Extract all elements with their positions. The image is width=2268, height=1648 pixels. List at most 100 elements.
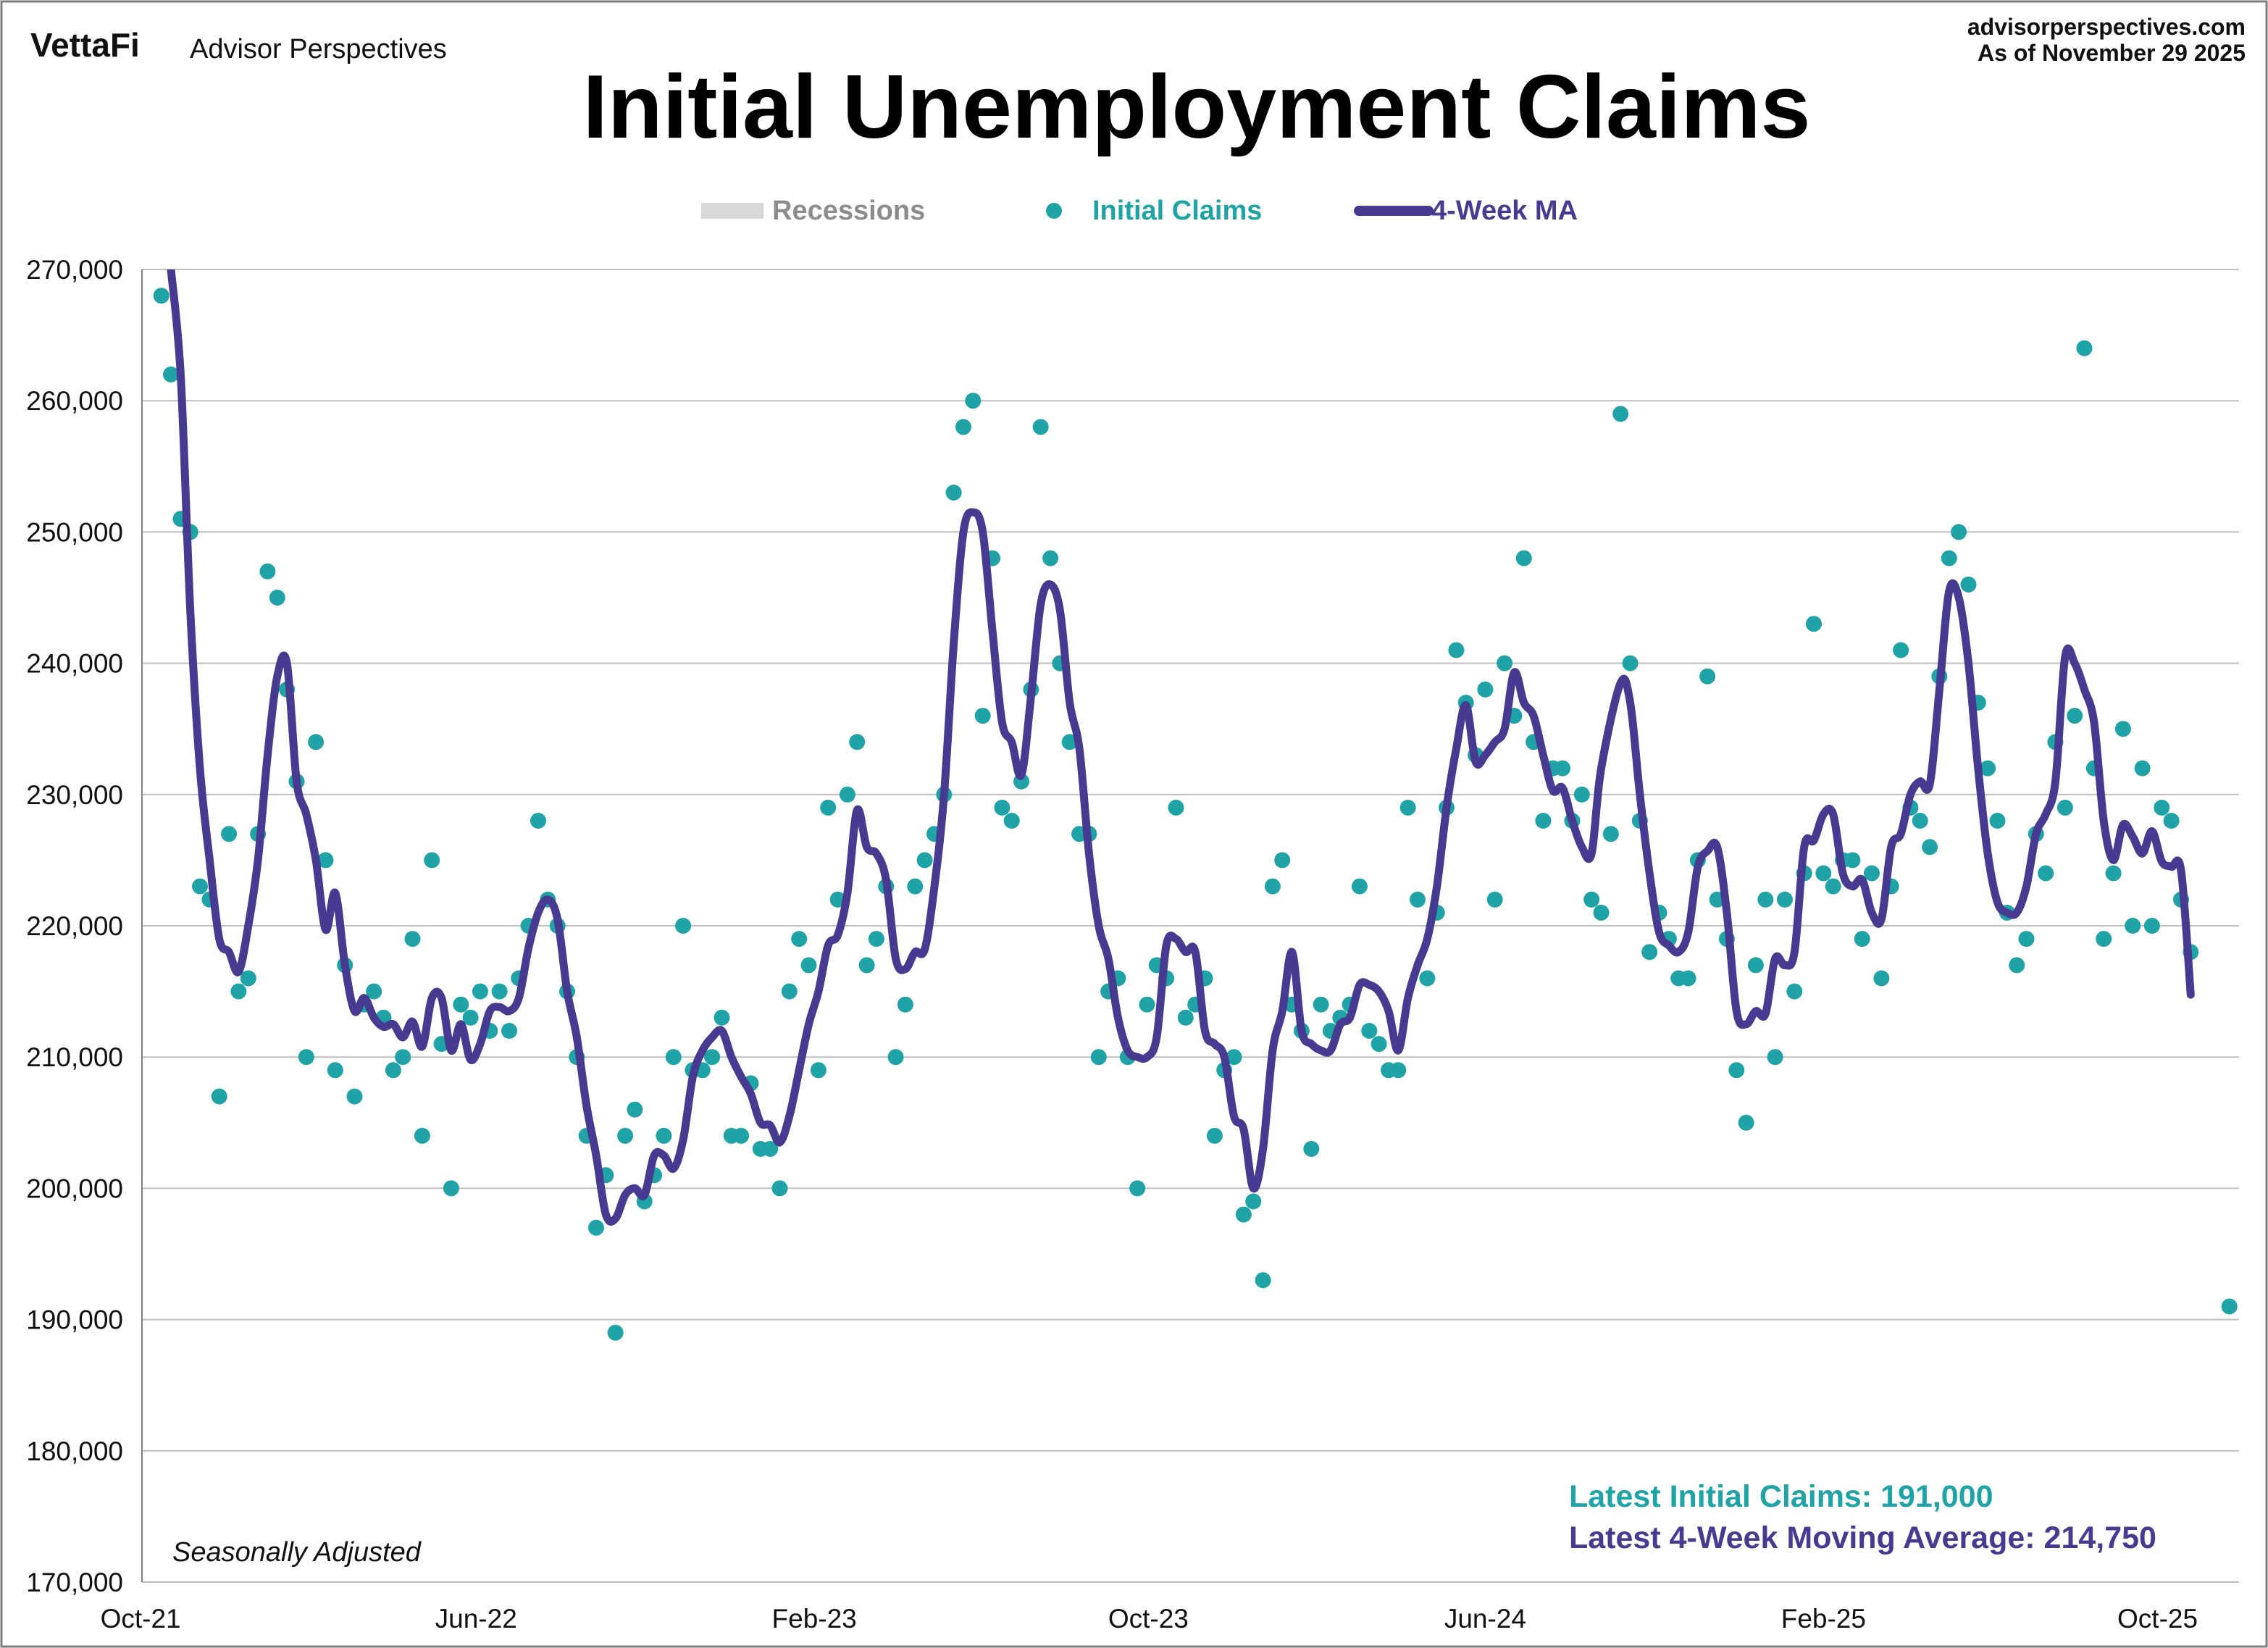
claims-point <box>1090 1049 1107 1066</box>
claims-point <box>1960 576 1977 593</box>
claims-point <box>868 931 884 948</box>
claims-point <box>327 1062 343 1079</box>
claims-point <box>1612 406 1629 422</box>
claims-point <box>1873 970 1890 987</box>
claims-point <box>221 826 238 842</box>
claims-point <box>1264 878 1281 895</box>
claims-point <box>346 1088 363 1105</box>
claims-point <box>211 1088 227 1105</box>
claims-point <box>1255 1272 1271 1289</box>
claims-point <box>588 1219 604 1236</box>
claims-point <box>907 878 924 895</box>
claims-point <box>192 878 208 895</box>
claims-point <box>1941 550 1957 566</box>
claims-point <box>1815 865 1832 882</box>
claims-point <box>395 1049 411 1066</box>
claims-point <box>714 1009 730 1026</box>
claims-point <box>1554 760 1571 777</box>
claims-point <box>945 485 962 501</box>
claims-point <box>2067 708 2083 724</box>
y-tick-label: 260,000 <box>26 386 123 416</box>
claims-point <box>1989 813 2006 829</box>
claims-point <box>1573 786 1590 803</box>
claims-point <box>259 563 276 580</box>
claims-point <box>974 708 991 724</box>
y-tick-label: 200,000 <box>26 1174 123 1203</box>
claims-point <box>230 983 247 1000</box>
claims-point <box>1177 1009 1194 1026</box>
y-tick-label: 170,000 <box>26 1568 123 1597</box>
claims-point <box>704 1049 721 1066</box>
claims-point <box>1922 839 1938 856</box>
claims-point <box>2009 957 2025 974</box>
claims-point <box>1515 550 1532 566</box>
claims-point <box>1593 904 1610 921</box>
claims-point <box>1486 891 1503 908</box>
claims-point <box>1844 852 1861 869</box>
claims-point <box>820 799 837 816</box>
claims-point <box>2125 918 2141 934</box>
claims-point <box>1951 524 1967 540</box>
claims-point <box>491 983 508 1000</box>
claims-point <box>839 786 855 803</box>
claims-point <box>1854 931 1870 948</box>
claims-point <box>1352 878 1368 895</box>
legend-ma-label: 4-Week MA <box>1431 196 1578 226</box>
claims-point <box>424 852 440 869</box>
claims-point <box>800 957 817 974</box>
claims-point <box>849 734 866 750</box>
chart-title: Initial Unemployment Claims <box>582 57 1810 157</box>
claims-point <box>656 1127 672 1144</box>
claims-point <box>1767 1049 1783 1066</box>
latest-claims-label: Latest Initial Claims: 191,000 <box>1569 1479 1993 1514</box>
claims-point <box>2096 931 2112 948</box>
claims-point <box>385 1062 401 1079</box>
claims-point <box>2154 799 2170 816</box>
claims-point <box>1680 970 1696 987</box>
y-tick-label: 270,000 <box>26 255 123 285</box>
y-tick-label: 220,000 <box>26 911 123 941</box>
claims-point <box>1448 642 1465 658</box>
legend-recessions-label: Recessions <box>772 196 925 226</box>
claims-point <box>1602 826 1619 842</box>
claims-point <box>1747 957 1764 974</box>
claims-point <box>1139 996 1155 1013</box>
x-tick-label: Oct-25 <box>2117 1604 2198 1634</box>
claims-point <box>2056 799 2073 816</box>
claims-point <box>1728 1062 1745 1079</box>
claims-point <box>240 970 256 987</box>
claims-point <box>1419 970 1436 987</box>
x-tick-label: Feb-23 <box>772 1604 857 1634</box>
claims-point <box>366 983 382 1000</box>
claims-point <box>781 983 798 1000</box>
claims-point <box>617 1127 634 1144</box>
claims-point <box>2163 813 2180 829</box>
claims-point <box>897 996 913 1013</box>
claims-point <box>1003 813 1020 829</box>
claims-point <box>1497 655 1513 672</box>
claims-point <box>955 419 971 435</box>
claims-point <box>1313 996 1329 1013</box>
as-of-date: As of November 29 2025 <box>1978 40 2246 66</box>
claims-point <box>1235 1206 1252 1223</box>
claims-point <box>453 996 469 1013</box>
claims-point <box>2038 865 2054 882</box>
claims-point <box>607 1324 624 1341</box>
claims-point <box>1226 1049 1242 1066</box>
claims-point <box>1303 1141 1320 1157</box>
claims-point <box>1622 655 1639 672</box>
claims-point <box>1245 1193 1262 1210</box>
claims-point <box>791 931 808 948</box>
claims-point <box>1390 1062 1407 1079</box>
claims-point <box>771 1180 788 1197</box>
claims-point <box>1699 668 1716 685</box>
claims-point <box>1893 642 1909 658</box>
claims-point <box>462 1009 479 1026</box>
x-tick-label: Feb-25 <box>1781 1604 1866 1634</box>
claims-point <box>1641 944 1658 961</box>
claims-point <box>1786 983 1803 1000</box>
claims-point <box>530 813 546 829</box>
y-tick-label: 230,000 <box>26 780 123 810</box>
claims-point <box>1777 891 1793 908</box>
claims-point <box>1477 681 1494 698</box>
